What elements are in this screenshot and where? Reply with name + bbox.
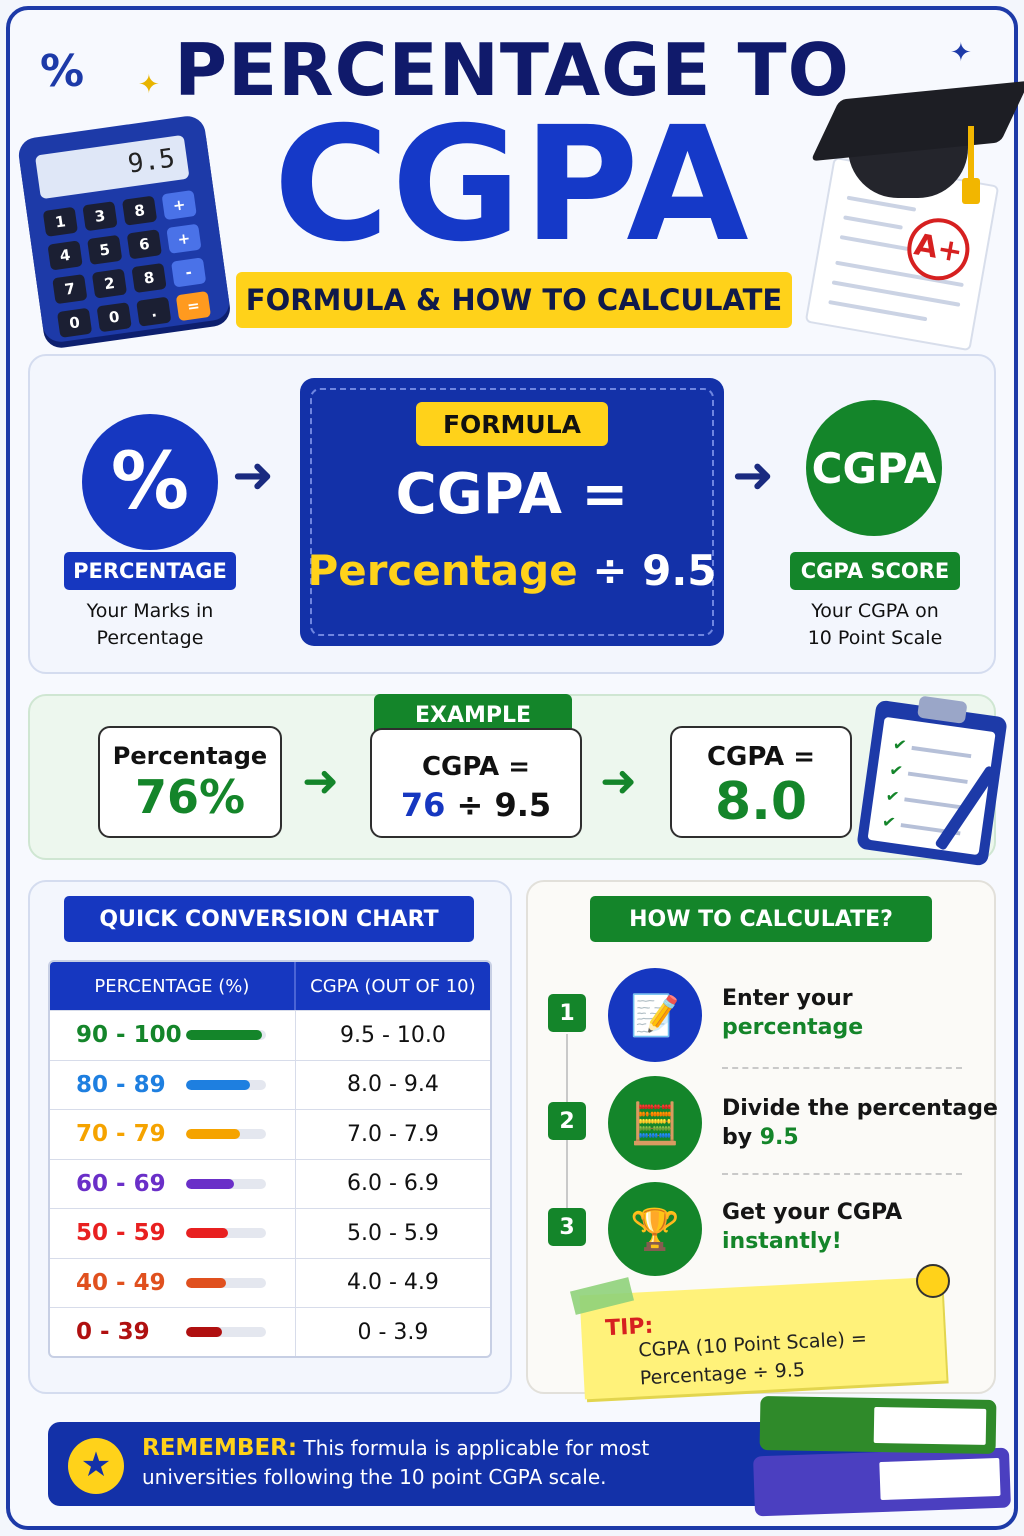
level-bar-fill [186,1030,262,1041]
level-bar [186,1178,266,1189]
step-text: Get your CGPA instantly! [722,1200,903,1254]
example-tag: EXAMPLE [374,694,572,736]
cgpa-range: 4.0 - 4.9 [346,1270,439,1296]
table-row: 90 - 100 9.5 - 10.0 [50,1010,490,1060]
page-title-line1: PERCENTAGE TO [174,28,850,112]
star-icon: ★ [68,1438,124,1494]
percentage-caption: Your Marks in Percentage [86,600,214,649]
page-title-line2: CGPA [273,93,751,277]
level-bar-fill [186,1178,234,1189]
percent-icon: % [40,46,85,97]
percentage-range: 90 - 100 [76,1022,182,1049]
level-bar [186,1030,266,1041]
steps-title: HOW TO CALCULATE? [590,896,932,942]
chart-title: QUICK CONVERSION CHART [64,896,474,942]
level-bar-fill [186,1277,226,1288]
percentage-range: 80 - 89 [76,1071,166,1098]
level-bar-fill [186,1228,228,1239]
formula-line2: Percentage ÷ 9.5 [307,546,717,595]
column-header-percentage: PERCENTAGE (%) [50,962,296,1010]
conversion-table: PERCENTAGE (%) CGPA (OUT OF 10) 90 - 100… [48,960,492,1358]
example-result-card: CGPA = 8.0 [670,726,852,838]
cap-tassel [968,126,974,186]
remember-text: REMEMBER: This formula is applicable for… [142,1435,650,1489]
tip-text: CGPA (10 Point Scale) = Percentage ÷ 9.5 [637,1327,868,1390]
level-bar [186,1277,266,1288]
trophy-icon: 🏆 [608,1182,702,1276]
calculator-icon: 🧮 [608,1076,702,1170]
calculator-key: 0 [96,302,132,333]
step-number: 1 [548,994,586,1032]
table-row: 70 - 79 7.0 - 7.9 [50,1109,490,1159]
cgpa-range: 5.0 - 5.9 [346,1220,439,1246]
level-bar-fill [186,1129,241,1140]
level-bar [186,1327,266,1338]
table-row: 40 - 49 4.0 - 4.9 [50,1257,490,1307]
cgpa-range: 7.0 - 7.9 [346,1121,439,1147]
formula-line1: CGPA = [395,462,629,527]
example-calculation-card: CGPA = 76 ÷ 9.5 [370,728,582,838]
cgpa-score-label: CGPA SCORE [790,552,960,590]
formula-tag: FORMULA [416,402,608,446]
example-percentage-card: Percentage 76% [98,726,282,838]
cgpa-range: 9.5 - 10.0 [339,1022,446,1048]
cgpa-caption: Your CGPA on 10 Point Scale [807,600,943,649]
arrow-right-icon: ➜ [732,446,774,504]
percentage-range: 70 - 79 [76,1121,166,1148]
document-pencil-icon: 📝 [608,968,702,1062]
table-row: 50 - 59 5.0 - 5.9 [50,1208,490,1258]
calculator-key: 0 [56,307,93,338]
table-row: 0 - 39 0 - 3.9 [50,1307,490,1356]
percentage-range: 0 - 39 [76,1319,150,1346]
step-text: Enter your percentage [722,986,864,1040]
table-header: PERCENTAGE (%) CGPA (OUT OF 10) [50,962,490,1010]
percentage-range: 60 - 69 [76,1170,166,1197]
step-text: Divide the percentage by 9.5 [722,1096,998,1150]
page-subtitle: FORMULA & HOW TO CALCULATE [236,272,792,328]
arrow-right-icon: ➜ [232,446,274,504]
calculator-key: 7 [52,274,88,305]
tip-note: TIP: CGPA (10 Point Scale) = Percentage … [579,1276,947,1400]
arrow-right-icon: ➜ [302,756,339,807]
level-bar [186,1228,266,1239]
formula-box [300,378,724,646]
cgpa-range: 0 - 3.9 [357,1319,429,1345]
calculator-key: . [136,296,172,327]
arrow-right-icon: ➜ [600,756,637,807]
cgpa-icon: CGPA [806,400,942,536]
sparkle-icon: ✦ [138,70,160,100]
column-header-cgpa: CGPA (OUT OF 10) [310,975,476,997]
calculator-key: = [175,290,212,322]
sparkle-icon: ✦ [950,38,972,68]
step-number: 2 [548,1102,586,1140]
level-bar [186,1079,266,1090]
level-bar [186,1129,266,1140]
level-bar-fill [186,1327,222,1338]
percentage-icon: % [82,414,218,550]
cap-tassel-end [962,178,980,204]
level-bar-fill [186,1079,250,1090]
book-icon [753,1447,1011,1517]
cgpa-range: 6.0 - 6.9 [346,1171,439,1197]
percentage-range: 40 - 49 [76,1269,166,1296]
percentage-range: 50 - 59 [76,1220,166,1247]
step-divider [722,1173,962,1175]
book-icon [759,1395,997,1455]
cgpa-range: 8.0 - 9.4 [346,1072,439,1098]
lightbulb-icon [916,1264,950,1298]
table-row: 80 - 89 8.0 - 9.4 [50,1059,490,1109]
percentage-label: PERCENTAGE [64,552,236,590]
table-row: 60 - 69 6.0 - 6.9 [50,1158,490,1208]
step-divider [722,1067,962,1069]
step-number: 3 [548,1208,586,1246]
calculator-key: 2 [91,268,128,299]
